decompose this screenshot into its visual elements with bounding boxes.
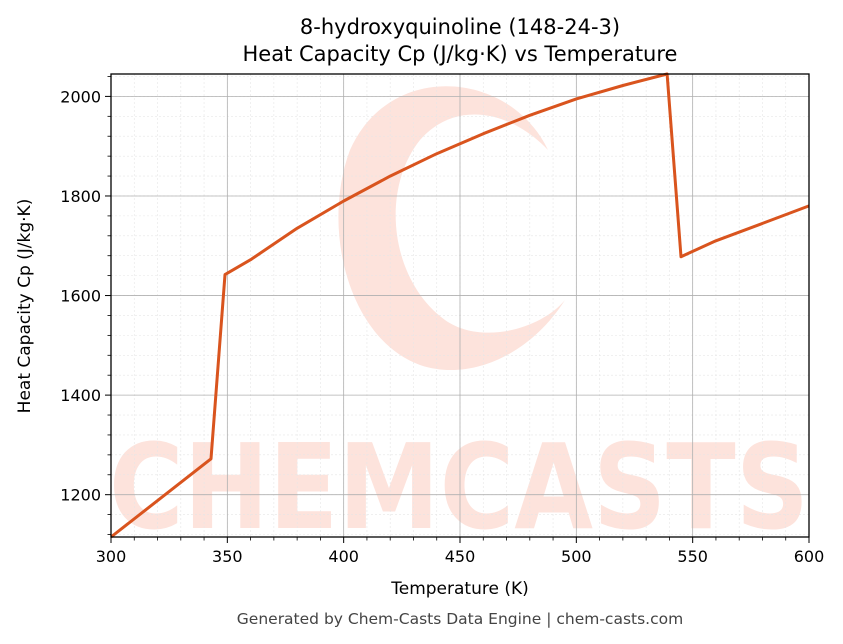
y-tick-label: 2000: [60, 87, 101, 106]
watermark: CHEMCASTS: [109, 86, 809, 556]
major-gridlines: [110, 74, 810, 537]
x-tick-label: 450: [445, 547, 476, 566]
x-tick-label: 300: [96, 547, 127, 566]
y-axis-ticks: 1200 1400 1600 1800 2000: [60, 76, 111, 535]
y-tick-label: 1600: [60, 287, 101, 306]
x-axis-label: Temperature (K): [390, 579, 529, 599]
x-axis-ticks: 300 350 400 450 500 550 600: [96, 537, 825, 566]
y-tick-label: 1400: [60, 386, 101, 405]
data-series: [110, 72, 810, 539]
y-tick-label: 1200: [60, 486, 101, 505]
y-tick-label: 1800: [60, 187, 101, 206]
x-tick-label: 550: [677, 547, 708, 566]
watermark-logo: [338, 86, 565, 371]
x-tick-label: 350: [212, 547, 243, 566]
chart-title: 8-hydroxyquinoline (148-24-3): [300, 15, 620, 39]
heat-capacity-line: [110, 72, 810, 539]
x-tick-label: 500: [561, 547, 592, 566]
y-axis-label: Heat Capacity Cp (J/kg·K): [15, 199, 35, 414]
chart-subtitle: Heat Capacity Cp (J/kg·K) vs Temperature: [243, 42, 678, 66]
x-tick-label: 400: [328, 547, 359, 566]
x-tick-label: 600: [794, 547, 825, 566]
footer-credit: Generated by Chem-Casts Data Engine | ch…: [237, 610, 683, 628]
